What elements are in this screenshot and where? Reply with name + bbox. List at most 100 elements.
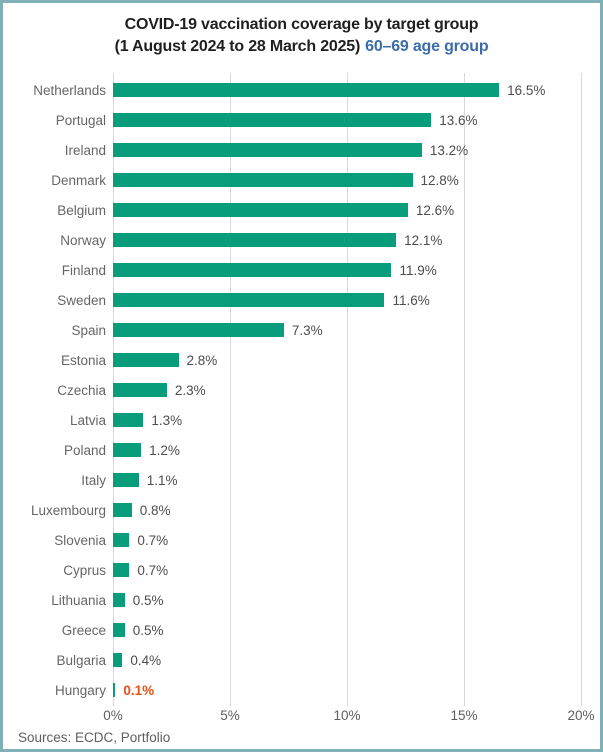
bar	[113, 263, 392, 277]
value-label: 12.8%	[420, 172, 459, 188]
bar	[113, 113, 432, 127]
country-label: Portugal	[55, 112, 106, 128]
bar	[113, 383, 167, 397]
x-axis: 0% 5% 10% 15% 20%	[3, 705, 600, 725]
bar-row: Latvia 1.3%	[3, 405, 600, 435]
bar-track: 0.8%	[113, 495, 600, 525]
bar-row: Norway 12.1%	[3, 225, 600, 255]
bar-track: 11.9%	[113, 255, 600, 285]
country-label: Ireland	[64, 142, 106, 158]
bar-row: Finland 11.9%	[3, 255, 600, 285]
bar	[113, 173, 413, 187]
country-label: Spain	[71, 322, 106, 338]
bar-row: Spain 7.3%	[3, 315, 600, 345]
chart-title-age-group: 60–69 age group	[365, 38, 489, 55]
value-label: 1.2%	[149, 442, 180, 458]
gridline-15%	[464, 73, 465, 706]
x-axis-tick-label: 15%	[450, 708, 478, 723]
bar-track: 0.7%	[113, 525, 600, 555]
bar-track: 12.1%	[113, 225, 600, 255]
bar-row: Greece 0.5%	[3, 615, 600, 645]
bar	[113, 293, 385, 307]
bar-track: 16.5%	[113, 75, 600, 105]
bar-row: Portugal 13.6%	[3, 105, 600, 135]
bar	[113, 233, 397, 247]
bar-row: Hungary 0.1%	[3, 675, 600, 705]
bar	[113, 533, 130, 547]
bar-row: Denmark 12.8%	[3, 165, 600, 195]
bar-row: Lithuania 0.5%	[3, 585, 600, 615]
value-label: 13.6%	[439, 112, 478, 128]
bar-row: Luxembourg 0.8%	[3, 495, 600, 525]
value-label: 2.3%	[174, 382, 206, 398]
value-label: 11.9%	[399, 262, 437, 278]
chart-title-date-range: (1 August 2024 to 28 March 2025)	[114, 38, 361, 55]
bar	[113, 83, 500, 97]
country-label: Latvia	[69, 412, 106, 428]
x-axis-tick-label: 0%	[103, 708, 123, 723]
bar-row: Ireland 13.2%	[3, 135, 600, 165]
country-label: Luxembourg	[30, 502, 106, 518]
gridline-20%	[581, 73, 582, 706]
bar-track: 13.2%	[113, 135, 600, 165]
bar-track: 0.5%	[113, 615, 600, 645]
gridline-10%	[347, 73, 348, 706]
bar-track: 0.1%	[113, 675, 600, 705]
sources-note: Sources: ECDC, Portfolio	[18, 730, 171, 745]
bar-track: 0.7%	[113, 555, 600, 585]
country-label: Poland	[63, 442, 106, 458]
bar-row: Italy 1.1%	[3, 465, 600, 495]
bar-track: 12.6%	[113, 195, 600, 225]
country-label: Czechia	[57, 382, 106, 398]
bar	[113, 323, 284, 337]
bar	[113, 203, 408, 217]
country-label: Estonia	[60, 352, 106, 368]
bar-row: Cyprus 0.7%	[3, 555, 600, 585]
country-label: Italy	[81, 472, 106, 488]
bar	[113, 593, 125, 607]
bar-row: Estonia 2.8%	[3, 345, 600, 375]
value-label: 0.8%	[139, 502, 171, 518]
x-axis-tick-label: 5%	[220, 708, 240, 723]
value-label: 12.6%	[415, 202, 455, 218]
bar-row: Slovenia 0.7%	[3, 525, 600, 555]
bar-chart: Netherlands 16.5% Portugal 13.6% Ireland 13.2…	[3, 73, 600, 706]
bar-row: Belgium 12.6%	[3, 195, 600, 225]
chart-title-line2: (1 August 2024 to 28 March 2025) 60–69 ag…	[3, 36, 600, 58]
bar	[113, 623, 125, 637]
bar-track: 0.5%	[113, 585, 600, 615]
value-label: 7.3%	[291, 322, 323, 338]
value-label: 0.1%	[123, 682, 155, 698]
bar-track: 1.1%	[113, 465, 600, 495]
value-label: 0.5%	[132, 592, 164, 608]
country-label: Bulgaria	[56, 652, 106, 668]
bar-track: 11.6%	[113, 285, 600, 315]
bar-row: Czechia 2.3%	[3, 375, 600, 405]
bar-track: 7.3%	[113, 315, 600, 345]
bar	[113, 353, 179, 367]
value-label: 11.6%	[392, 292, 430, 308]
bar-track: 0.4%	[113, 645, 600, 675]
value-label: 0.4%	[130, 652, 162, 668]
country-label: Cyprus	[63, 562, 106, 578]
bar	[113, 143, 422, 157]
bar-track: 2.3%	[113, 375, 600, 405]
country-label: Denmark	[51, 172, 106, 188]
bar-row: Bulgaria 0.4%	[3, 645, 600, 675]
bar-row: Sweden 11.6%	[3, 285, 600, 315]
value-label: 0.7%	[137, 532, 169, 548]
bar	[113, 683, 116, 697]
bar-track: 12.8%	[113, 165, 600, 195]
value-label: 2.8%	[186, 352, 218, 368]
value-label: 1.1%	[146, 472, 178, 488]
bar-track: 2.8%	[113, 345, 600, 375]
value-label: 12.1%	[404, 232, 443, 248]
value-label: 13.2%	[429, 142, 469, 158]
country-label: Lithuania	[51, 592, 106, 608]
bar-row: Netherlands 16.5%	[3, 75, 600, 105]
bar-track: 1.2%	[113, 435, 600, 465]
value-label: 0.7%	[137, 562, 169, 578]
country-label: Norway	[60, 232, 106, 248]
bar	[113, 443, 142, 457]
